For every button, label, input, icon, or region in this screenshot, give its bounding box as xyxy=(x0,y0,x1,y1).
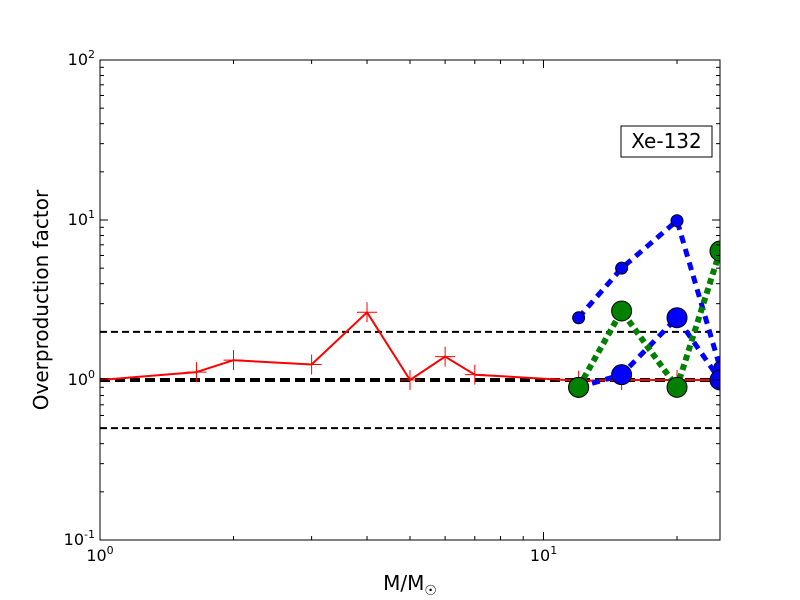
series-3-point-3 xyxy=(709,240,720,262)
series-1-line xyxy=(576,218,720,369)
y-tick-label-0-base: 10 xyxy=(64,530,84,549)
y-tick-label-1-base: 10 xyxy=(68,370,88,389)
x-tick-label-0-exponent: 0 xyxy=(107,544,114,557)
series-0-point-3 xyxy=(301,354,322,375)
x-axis-label-sub: ☉ xyxy=(424,583,437,599)
plot-area xyxy=(100,60,720,540)
series-0-point-6 xyxy=(435,346,456,367)
x-tick-label-0-base: 10 xyxy=(86,546,106,565)
x-axis-label-main: M/M xyxy=(383,571,424,595)
annotation-box: Xe-132 xyxy=(620,125,713,158)
y-tick-label-0-exponent: -1 xyxy=(84,528,95,541)
series-0-point-1 xyxy=(186,362,207,383)
series-2-point-1 xyxy=(611,364,633,386)
series-3-point-1 xyxy=(611,300,633,322)
y-tick-label-1: 100 xyxy=(68,368,95,389)
y-tick-label-2-base: 10 xyxy=(68,210,88,229)
y-tick-label-3-exponent: 2 xyxy=(88,48,95,61)
y-tick-label-0: 10-1 xyxy=(64,528,95,549)
series-layer xyxy=(100,214,720,398)
series-3-point-2 xyxy=(666,376,688,398)
annotation-frame xyxy=(620,125,713,158)
series-1-point-1 xyxy=(615,261,629,275)
y-tick-label-1-exponent: 0 xyxy=(88,368,95,381)
ticks-layer xyxy=(99,59,720,541)
x-axis-label: M/M☉ xyxy=(383,571,437,599)
y-tick-label-3-base: 10 xyxy=(68,50,88,69)
series-3-point-0 xyxy=(568,376,590,398)
x-tick-label-1-base: 10 xyxy=(530,546,550,565)
annotation-text: Xe-132 xyxy=(631,129,702,153)
x-tick-label-0: 100 xyxy=(86,544,113,565)
series-0-point-2 xyxy=(223,350,244,371)
series-3-line xyxy=(575,250,720,391)
y-tick-label-3: 102 xyxy=(68,48,95,69)
y-tick-label-2: 101 xyxy=(68,208,95,229)
series-1-point-0 xyxy=(572,311,586,325)
x-tick-label-1-exponent: 1 xyxy=(550,544,557,557)
y-axis-label: Overproduction factor xyxy=(29,189,53,410)
series-0-point-4 xyxy=(357,302,378,323)
series-1-point-2 xyxy=(670,214,684,228)
series-0-point-5 xyxy=(400,370,420,390)
series-2-point-2 xyxy=(666,307,688,329)
y-tick-label-2-exponent: 1 xyxy=(88,208,95,221)
series-0-point-7 xyxy=(464,364,485,385)
x-tick-label-1: 101 xyxy=(530,544,557,565)
